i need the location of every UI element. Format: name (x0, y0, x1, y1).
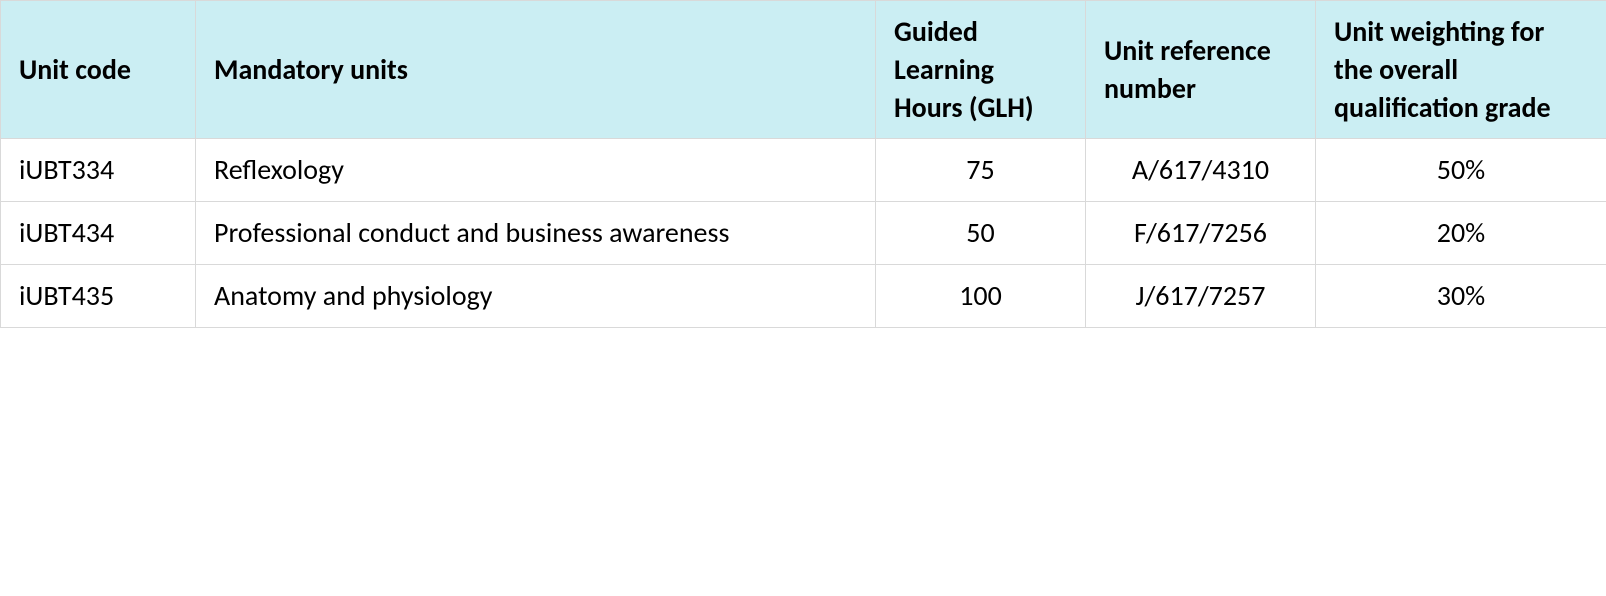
cell-weighting: 30% (1316, 264, 1606, 327)
cell-mandatory-units: Professional conduct and business awaren… (196, 202, 876, 265)
cell-unit-code: iUBT334 (1, 139, 196, 202)
cell-glh: 75 (876, 139, 1086, 202)
header-ref-number: Unit reference number (1086, 1, 1316, 139)
table-row: iUBT434 Professional conduct and busines… (1, 202, 1606, 265)
cell-mandatory-units: Reflexology (196, 139, 876, 202)
cell-unit-code: iUBT434 (1, 202, 196, 265)
header-weighting: Unit weighting for the overall qualifica… (1316, 1, 1606, 139)
cell-mandatory-units: Anatomy and physiology (196, 264, 876, 327)
cell-unit-code: iUBT435 (1, 264, 196, 327)
table-header-row: Unit code Mandatory units Guided Learnin… (1, 1, 1606, 139)
units-table: Unit code Mandatory units Guided Learnin… (0, 0, 1606, 328)
cell-glh: 100 (876, 264, 1086, 327)
cell-ref-number: F/617/7256 (1086, 202, 1316, 265)
table-row: iUBT334 Reflexology 75 A/617/4310 50% (1, 139, 1606, 202)
header-glh: Guided Learning Hours (GLH) (876, 1, 1086, 139)
cell-weighting: 50% (1316, 139, 1606, 202)
table-row: iUBT435 Anatomy and physiology 100 J/617… (1, 264, 1606, 327)
cell-ref-number: J/617/7257 (1086, 264, 1316, 327)
header-mandatory-units: Mandatory units (196, 1, 876, 139)
header-unit-code: Unit code (1, 1, 196, 139)
cell-weighting: 20% (1316, 202, 1606, 265)
cell-glh: 50 (876, 202, 1086, 265)
cell-ref-number: A/617/4310 (1086, 139, 1316, 202)
